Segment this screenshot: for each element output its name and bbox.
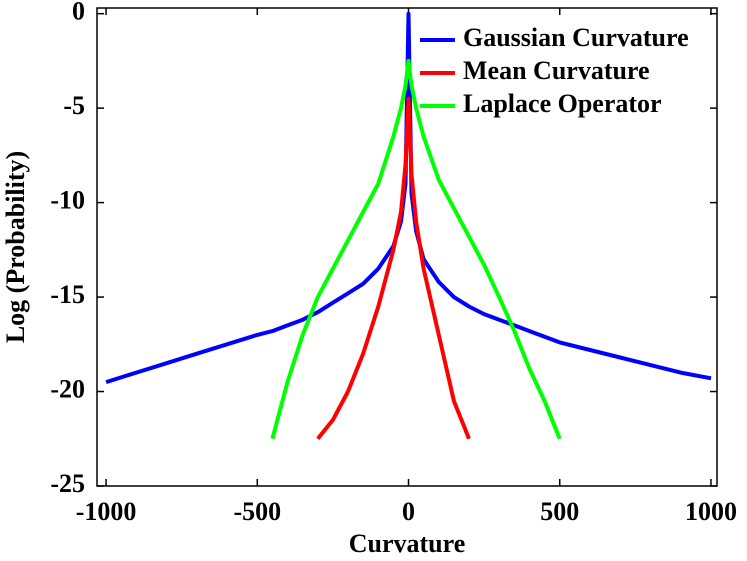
y-tick-label: -10 bbox=[50, 186, 85, 215]
x-tick-label: -1000 bbox=[76, 497, 137, 526]
y-tick-label: -25 bbox=[50, 469, 85, 498]
x-axis-label: Curvature bbox=[349, 529, 466, 558]
y-tick-label: 0 bbox=[72, 0, 85, 26]
y-tick-label: -20 bbox=[50, 375, 85, 404]
legend-label: Laplace Operator bbox=[463, 89, 662, 118]
data-line bbox=[316, 96, 471, 441]
y-tick-label: -5 bbox=[63, 91, 85, 120]
data-line bbox=[270, 58, 562, 440]
y-axis-label: Log (Probability) bbox=[1, 151, 30, 343]
data-line bbox=[105, 11, 712, 385]
plot-frame bbox=[96, 7, 718, 487]
legend-label: Gaussian Curvature bbox=[463, 23, 689, 52]
y-tick-label: -15 bbox=[50, 280, 85, 309]
x-tick-label: 1000 bbox=[685, 497, 737, 526]
x-tick-label: 0 bbox=[402, 497, 415, 526]
legend-label: Mean Curvature bbox=[463, 56, 650, 85]
x-tick-label: -500 bbox=[233, 497, 281, 526]
x-tick-label: 500 bbox=[540, 497, 579, 526]
